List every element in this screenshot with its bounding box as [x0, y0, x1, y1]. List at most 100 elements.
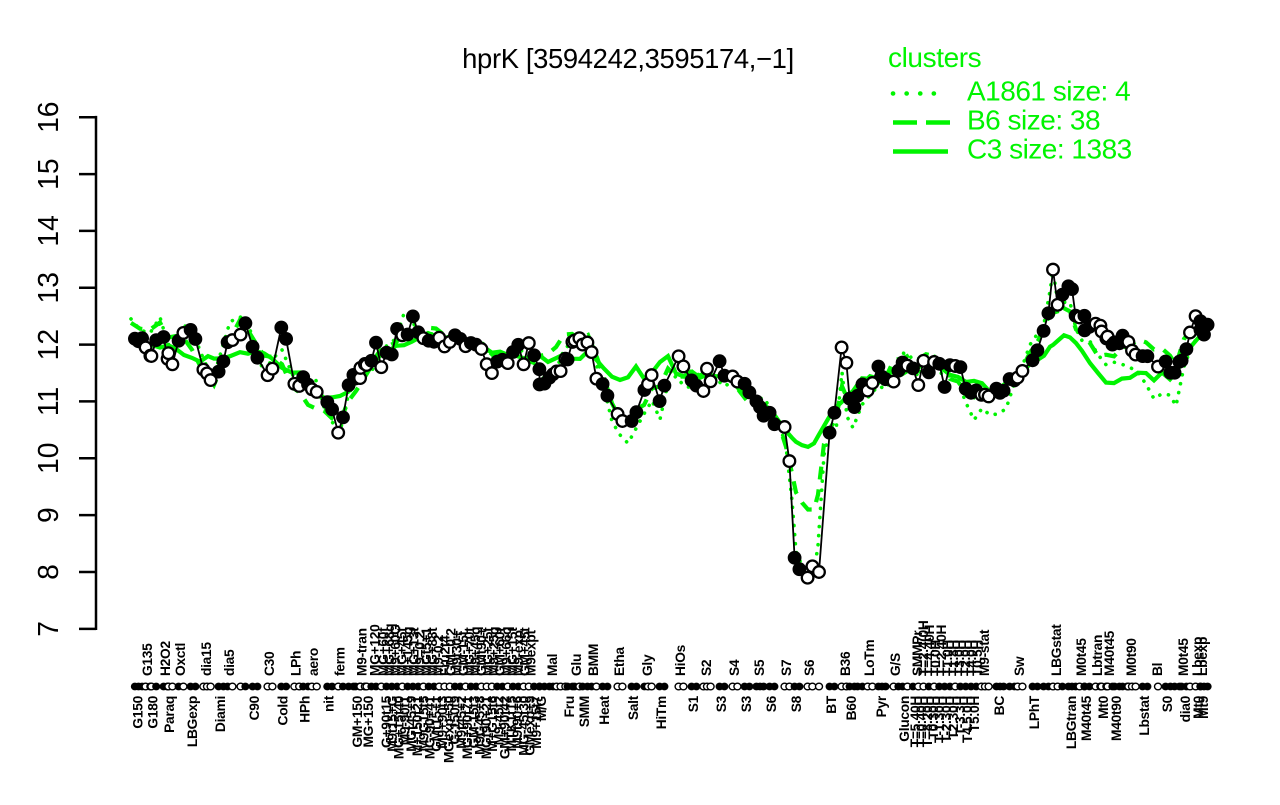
svg-text:B36: B36 [838, 651, 853, 676]
svg-text:M40t45: M40t45 [1102, 630, 1117, 676]
svg-text:M9t90+6: M9t90+6 [510, 695, 525, 748]
svg-text:M+145g: M+145g [400, 627, 415, 676]
svg-text:GMexp+9: GMexp+9 [523, 695, 538, 755]
svg-text:S1: S1 [686, 695, 701, 712]
svg-text:T=5.40H: T=5.40H [908, 696, 923, 748]
svg-text:C90: C90 [247, 695, 262, 720]
svg-text:M9t45+2: M9t45+2 [454, 695, 469, 748]
svg-text:BMM: BMM [586, 644, 601, 676]
svg-text:B60: B60 [844, 695, 859, 720]
svg-text:BT: BT [824, 695, 839, 714]
svg-text:Mt9: Mt9 [1196, 695, 1211, 718]
svg-text:Pyr: Pyr [874, 695, 889, 717]
svg-text:S6: S6 [802, 659, 817, 676]
svg-text:LBGexp: LBGexp [185, 696, 200, 747]
svg-text:M9-exp: M9-exp [511, 630, 526, 676]
svg-text:M40t45: M40t45 [1079, 695, 1094, 741]
svg-text:16: 16 [32, 101, 64, 132]
svg-text:Sw: Sw [1012, 656, 1027, 676]
svg-text:11: 11 [32, 387, 64, 416]
svg-text:10: 10 [32, 443, 64, 474]
svg-text:M/G: M/G [534, 696, 549, 721]
svg-text:GM-15t: GM-15t [456, 630, 471, 676]
svg-text:M0t90: M0t90 [1124, 638, 1139, 676]
svg-text:G+90t15: G+90t15 [379, 695, 394, 748]
svg-text:T1.0H: T1.0H [940, 640, 955, 676]
svg-text:MTK1t15: MTK1t15 [504, 695, 519, 751]
svg-text:T=2.40H: T=2.40H [934, 624, 949, 676]
svg-text:Mt0: Mt0 [1096, 695, 1111, 718]
svg-text:ferm: ferm [332, 647, 347, 676]
svg-text:GMt90+: GMt90+ [474, 627, 489, 676]
svg-text:S3: S3 [714, 695, 729, 712]
svg-text:MG+60t: MG+60t [376, 627, 391, 676]
svg-text:8: 8 [32, 564, 64, 580]
svg-text:T=4.40H: T=4.40H [922, 624, 937, 676]
svg-text:Glu: Glu [569, 654, 584, 676]
svg-text:Lbstat: Lbstat [1137, 695, 1152, 735]
svg-text:M9+15t7: M9+15t7 [529, 695, 544, 748]
svg-text:G180: G180 [146, 695, 161, 728]
svg-text:14: 14 [32, 215, 64, 246]
svg-text:MG+15t: MG+15t [505, 627, 520, 676]
svg-text:T=0.40H: T=0.40H [914, 696, 929, 748]
svg-text:Paraq: Paraq [162, 696, 177, 733]
svg-text:clusters: clusters [888, 42, 981, 73]
svg-text:Mt0: Mt0 [1191, 695, 1206, 718]
svg-text:MG+150: MG+150 [361, 695, 376, 747]
svg-text:T=8.20H: T=8.20H [920, 696, 935, 748]
svg-text:hprK [3594242,3595174,−1]: hprK [3594242,3595174,−1] [462, 43, 794, 74]
svg-text:M9-stat: M9-stat [977, 629, 992, 676]
svg-text:C30: C30 [262, 651, 277, 676]
svg-text:S7: S7 [779, 659, 794, 676]
svg-text:GM+45t: GM+45t [517, 627, 532, 676]
svg-text:G/S: G/S [888, 653, 903, 676]
svg-text:GM+60t: GM+60t [493, 627, 508, 676]
svg-text:MG+120: MG+120 [367, 624, 382, 676]
svg-text:S0: S0 [1160, 695, 1175, 712]
svg-text:M0t45: M0t45 [1074, 638, 1089, 676]
svg-text:MG+88t: MG+88t [425, 627, 440, 676]
svg-text:Fru: Fru [562, 696, 577, 717]
svg-text:LoTm: LoTm [862, 640, 877, 676]
svg-text:MG+70t: MG+70t [462, 627, 477, 676]
svg-text:M9t30+: M9t30+ [450, 630, 465, 676]
svg-text:12: 12 [32, 329, 64, 360]
svg-text:H2O2: H2O2 [158, 641, 173, 676]
svg-text:MG+68q: MG+68q [382, 624, 397, 676]
svg-text:MGexp+50: MGexp+50 [441, 695, 456, 763]
svg-text:T-1.30H: T-1.30H [932, 696, 947, 743]
svg-text:S6: S6 [764, 695, 779, 712]
svg-text:9: 9 [32, 507, 64, 523]
svg-text:LBGstat: LBGstat [1049, 624, 1064, 676]
svg-text:Mal: Mal [545, 654, 560, 676]
svg-text:aero: aero [306, 648, 321, 676]
svg-text:S3: S3 [739, 695, 754, 712]
svg-text:M9+90t3: M9+90t3 [435, 695, 450, 748]
svg-text:HiTm: HiTm [654, 696, 669, 729]
svg-text:M9=0.2: M9=0.2 [413, 631, 428, 676]
svg-text:MGt5+1: MGt5+1 [419, 627, 434, 676]
svg-text:7: 7 [32, 621, 64, 637]
svg-text:M9-45t2: M9-45t2 [491, 695, 506, 745]
svg-text:GM+90t42: GM+90t42 [498, 695, 513, 759]
svg-text:S8: S8 [789, 695, 804, 712]
svg-text:T=2.4(0H: T=2.4(0H [916, 620, 931, 676]
svg-text:A1861 size: 4: A1861 size: 4 [967, 76, 1130, 107]
svg-text:GM-15t3: GM-15t3 [466, 695, 481, 748]
svg-text:Fru2t4: Fru2t4 [437, 635, 452, 676]
svg-text:SMM: SMM [577, 696, 592, 727]
svg-text:Bl: Bl [1150, 663, 1165, 676]
svg-text:T-3.3H: T-3.3H [953, 696, 968, 736]
svg-text:T5.0H: T5.0H [967, 696, 982, 732]
svg-text:HPh: HPh [297, 696, 312, 723]
svg-text:M0t45: M0t45 [1176, 638, 1191, 676]
svg-text:M9+66q: M9+66q [499, 627, 514, 676]
svg-text:M+G15t6: M+G15t6 [485, 695, 500, 751]
svg-text:MG+45t: MG+45t [394, 627, 409, 676]
svg-text:MG+25t: MG+25t [480, 627, 495, 676]
svg-text:M+150t21: M+150t21 [410, 695, 425, 756]
svg-text:S2: S2 [699, 659, 714, 676]
svg-text:dia5: dia5 [222, 649, 237, 676]
svg-text:Glucon: Glucon [897, 696, 912, 742]
